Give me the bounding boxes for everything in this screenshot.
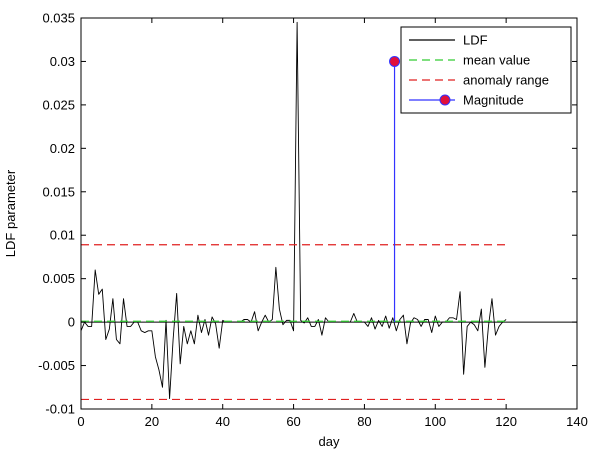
- magnitude-marker: [389, 55, 401, 67]
- x-axis-label: day: [319, 434, 340, 449]
- axes-frame: [80, 17, 578, 410]
- y-tick-label: 0.005: [42, 271, 75, 286]
- y-tick-label: 0.015: [42, 184, 75, 199]
- legend-label-anomaly-range: anomaly range: [463, 73, 549, 88]
- x-tick-label: 100: [424, 414, 446, 429]
- chart-axes: 0 20 40 60 80 100 120 140 -0.01 -0.005 0 0.005 0.01 0…: [3, 11, 588, 449]
- x-tick-label: 0: [77, 414, 84, 429]
- y-axis-label: LDF parameter: [3, 169, 18, 257]
- y-tick-label: 0.02: [50, 141, 75, 156]
- x-tick-label: 120: [495, 414, 517, 429]
- chart-legend: LDF mean value anomaly range Magnitude: [400, 26, 572, 114]
- x-tick-label: 40: [215, 414, 229, 429]
- legend-marker-magnitude: [439, 94, 451, 106]
- y-tick-label: 0.025: [42, 97, 75, 112]
- y-tick-label: -0.01: [45, 402, 75, 417]
- x-tick-label: 60: [286, 414, 300, 429]
- y-tick-label: 0.01: [50, 228, 75, 243]
- x-tick-label: 80: [357, 414, 371, 429]
- x-tick-label: 20: [145, 414, 159, 429]
- y-tick-label: 0.03: [50, 54, 75, 69]
- y-tick-label: 0: [68, 315, 75, 330]
- x-tick-label: 140: [566, 414, 588, 429]
- chart-marks: [80, 21, 577, 401]
- y-tick-label: -0.005: [38, 358, 75, 373]
- legend-label-mean-value: mean value: [463, 53, 530, 68]
- legend-label-ldf: LDF: [463, 33, 488, 48]
- legend-box: [400, 26, 572, 114]
- y-tick-label: 0.035: [42, 11, 75, 26]
- ldf-series-line: [80, 21, 507, 400]
- legend-label-magnitude: Magnitude: [463, 93, 524, 108]
